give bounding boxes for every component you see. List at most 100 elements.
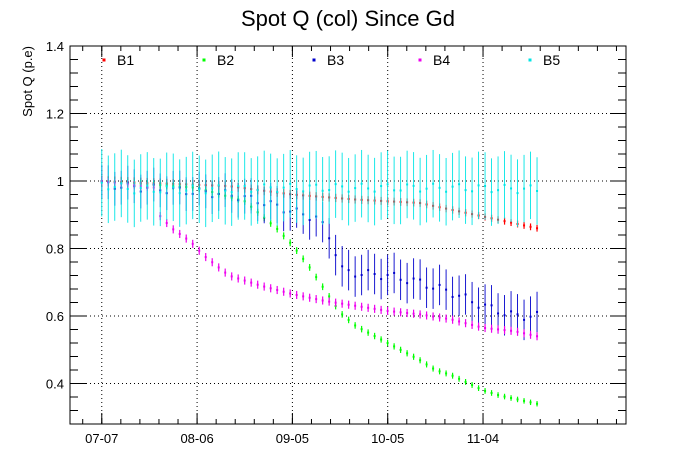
y-tick-label: 1.4 (46, 39, 64, 54)
data-point (126, 187, 129, 190)
data-point (282, 234, 285, 237)
data-point (438, 370, 441, 373)
data-point (185, 237, 188, 240)
data-point (419, 190, 422, 193)
data-point (237, 184, 240, 187)
data-point (211, 187, 214, 190)
data-point (139, 186, 142, 189)
data-point (334, 301, 337, 304)
data-point (341, 185, 344, 188)
data-point (224, 189, 227, 192)
data-point (438, 316, 441, 319)
data-point (458, 320, 461, 323)
data-point (178, 192, 181, 195)
data-point (256, 189, 259, 192)
data-layer (100, 149, 539, 407)
legend-label-B1: B1 (117, 52, 134, 68)
data-point (503, 183, 506, 186)
data-point (477, 306, 480, 309)
legend-marker-B1 (102, 58, 106, 62)
data-point (510, 310, 513, 313)
x-tick-label: 11-04 (467, 431, 499, 446)
data-point (341, 265, 344, 268)
data-point (503, 220, 506, 223)
data-point (295, 249, 298, 252)
data-point (341, 302, 344, 305)
y-tick-label: 0.6 (46, 309, 64, 324)
data-point (399, 348, 402, 351)
data-point (399, 189, 402, 192)
data-point (464, 380, 467, 383)
data-point (133, 192, 136, 195)
x-axis: 07-07 08-06 09-05 10-05 11-04 (85, 46, 499, 446)
data-point (523, 399, 526, 402)
data-point (282, 290, 285, 293)
data-point (503, 329, 506, 332)
data-point (503, 314, 506, 317)
data-point (107, 188, 110, 191)
data-point (497, 394, 500, 397)
data-point (334, 254, 337, 257)
data-point (302, 257, 305, 260)
data-point (458, 377, 461, 380)
data-point (204, 192, 207, 195)
data-point (406, 311, 409, 314)
data-point (360, 328, 363, 331)
data-point (484, 185, 487, 188)
data-point (438, 283, 441, 286)
data-point (536, 189, 539, 192)
data-point (529, 401, 532, 404)
data-point (373, 335, 376, 338)
data-point (490, 304, 493, 307)
data-point (432, 182, 435, 185)
data-point (217, 184, 220, 187)
data-point (412, 277, 415, 280)
data-point (484, 303, 487, 306)
minor-ticks (70, 46, 626, 424)
chart-title: Spot Q (col) Since Gd (241, 6, 455, 31)
data-point (490, 327, 493, 330)
data-point (529, 333, 532, 336)
legend: B1 B2 B3 B4 B5 (102, 52, 560, 68)
data-point (406, 183, 409, 186)
data-point (367, 306, 370, 309)
data-point (250, 281, 253, 284)
data-point (373, 273, 376, 276)
data-point (386, 341, 389, 344)
legend-label-B2: B2 (217, 52, 234, 68)
data-point (523, 332, 526, 335)
data-point (243, 184, 246, 187)
data-point (490, 191, 493, 194)
data-point (516, 398, 519, 401)
plot-area (70, 46, 626, 424)
y-axis: 0.4 0.6 0.8 1 1.2 1.4 (46, 39, 626, 392)
data-point (276, 191, 279, 194)
x-tick-label: 10-05 (371, 431, 404, 446)
data-point (289, 292, 292, 295)
data-point (282, 186, 285, 189)
grid (70, 46, 626, 424)
data-point (237, 277, 240, 280)
data-point (510, 221, 513, 224)
data-point (445, 288, 448, 291)
data-point (289, 241, 292, 244)
data-point (360, 305, 363, 308)
data-point (445, 317, 448, 320)
data-point (458, 183, 461, 186)
data-point (458, 294, 461, 297)
data-point (302, 190, 305, 193)
y-tick-label: 0.8 (46, 242, 64, 257)
y-tick-label: 0.4 (46, 377, 64, 392)
data-point (230, 191, 233, 194)
data-point (406, 282, 409, 285)
data-point (523, 224, 526, 227)
data-point (484, 389, 487, 392)
data-point (217, 266, 220, 269)
data-point (269, 186, 272, 189)
data-point (536, 310, 539, 313)
data-point (328, 295, 331, 298)
data-point (347, 190, 350, 193)
data-point (321, 299, 324, 302)
data-point (289, 182, 292, 185)
